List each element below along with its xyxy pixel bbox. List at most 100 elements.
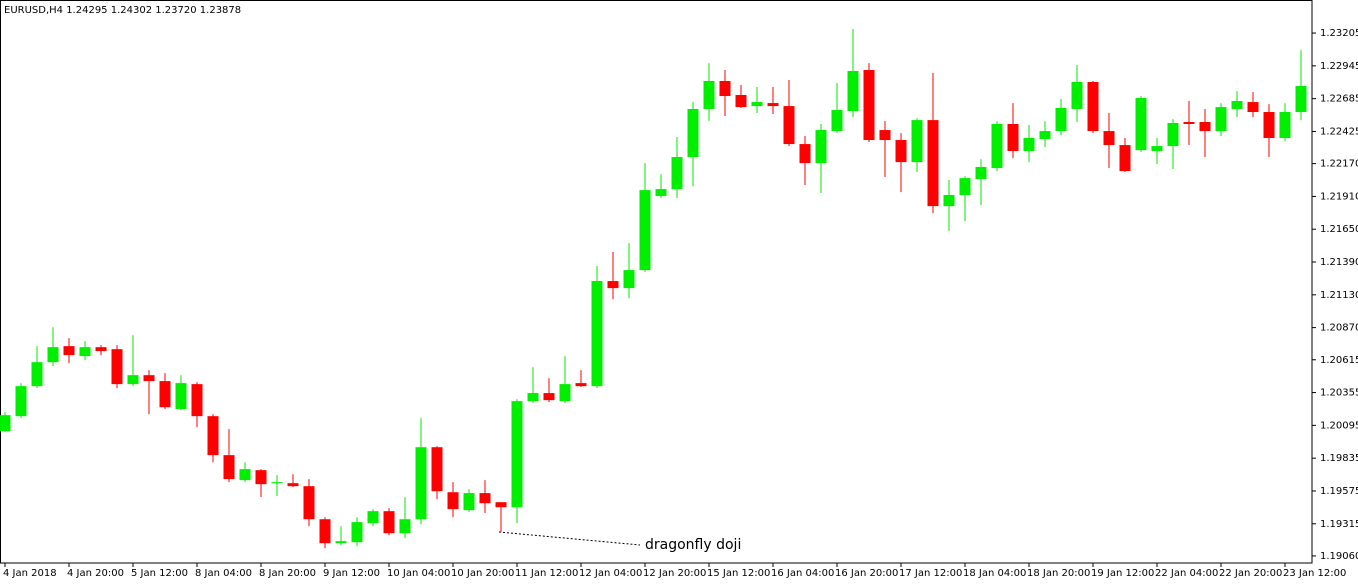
- candle-body: [687, 108, 699, 158]
- candle-body: [655, 189, 667, 197]
- candle-body: [1039, 131, 1051, 140]
- candle-body: [799, 144, 811, 164]
- y-tick-label: 1.19315: [1320, 519, 1358, 530]
- candle-body: [895, 140, 907, 163]
- candle-body: [207, 416, 219, 456]
- y-tick-label: 1.20095: [1320, 420, 1358, 431]
- y-tick-label: 1.21910: [1320, 191, 1358, 202]
- candle-body: [783, 106, 795, 145]
- candle-body: [991, 124, 1003, 169]
- x-tick-label: 15 Jan 12:00: [707, 568, 770, 579]
- candle-body: [79, 347, 91, 357]
- candle-body: [463, 493, 475, 511]
- candle-body: [1199, 121, 1211, 132]
- candle-body: [879, 130, 891, 141]
- candle-body: [735, 94, 747, 108]
- candle-body: [159, 381, 171, 408]
- x-tick-label: 10 Jan 20:00: [451, 568, 514, 579]
- candle-body: [31, 362, 43, 387]
- candle-body: [1135, 98, 1147, 151]
- y-tick-label: 1.20870: [1320, 323, 1358, 334]
- y-tick-label: 1.19060: [1320, 551, 1358, 562]
- x-tick-label: 12 Jan 04:00: [579, 568, 642, 579]
- candle-body: [1071, 81, 1083, 109]
- candle-body: [1119, 145, 1131, 172]
- candle-body: [95, 347, 107, 352]
- candle-body: [543, 393, 555, 401]
- x-tick-label: 12 Jan 20:00: [643, 568, 706, 579]
- candle-body: [223, 455, 235, 480]
- y-tick-label: 1.22685: [1320, 94, 1358, 105]
- candle-body: [927, 120, 939, 207]
- candle-body: [1231, 101, 1243, 109]
- candle-body: [127, 375, 139, 385]
- chart-title: EURUSD,H4 1.24295 1.24302 1.23720 1.2387…: [4, 5, 241, 16]
- x-tick-label: 18 Jan 04:00: [963, 568, 1026, 579]
- candle-body: [351, 522, 363, 543]
- x-tick-label: 8 Jan 04:00: [195, 568, 252, 579]
- candle-body: [719, 80, 731, 96]
- candle-body: [335, 541, 347, 544]
- candle-body: [319, 519, 331, 544]
- candle-body: [1023, 138, 1035, 151]
- x-tick-label: 19 Jan 12:00: [1091, 568, 1154, 579]
- y-tick-label: 1.21390: [1320, 257, 1358, 268]
- candle-body: [495, 502, 507, 508]
- x-tick-label: 22 Jan 20:00: [1219, 568, 1282, 579]
- candle-body: [911, 120, 923, 163]
- candle-body: [591, 281, 603, 387]
- candle-body: [1007, 124, 1019, 151]
- x-tick-label: 16 Jan 04:00: [771, 568, 834, 579]
- candle-body: [399, 519, 411, 534]
- x-tick-label: 5 Jan 12:00: [131, 568, 188, 579]
- candle-body: [239, 469, 251, 481]
- candle-body: [111, 349, 123, 385]
- candle-body: [175, 383, 187, 410]
- candle-body: [671, 157, 683, 190]
- x-tick-label: 4 Jan 20:00: [67, 568, 124, 579]
- candle-body: [1167, 122, 1179, 147]
- candle-body: [63, 346, 75, 356]
- annotation: dragonfly doji: [645, 537, 741, 553]
- y-tick-label: 1.22945: [1320, 61, 1358, 72]
- x-tick-label: 9 Jan 12:00: [323, 568, 380, 579]
- x-tick-label: 18 Jan 20:00: [1027, 568, 1090, 579]
- x-tick-label: 10 Jan 04:00: [387, 568, 450, 579]
- candle-body: [511, 401, 523, 508]
- candle-body: [143, 375, 155, 382]
- y-tick-label: 1.21650: [1320, 224, 1358, 235]
- candle-body: [575, 383, 587, 387]
- candle-body: [415, 447, 427, 520]
- candle-body: [975, 167, 987, 180]
- x-tick-label: 16 Jan 20:00: [835, 568, 898, 579]
- y-tick-label: 1.23205: [1320, 28, 1358, 39]
- candle-body: [703, 80, 715, 109]
- y-tick-label: 1.20615: [1320, 355, 1358, 366]
- candle-body: [1055, 107, 1067, 132]
- y-tick-label: 1.19575: [1320, 486, 1358, 497]
- annotation-line: [498, 531, 641, 546]
- x-tick-label: 4 Jan 2018: [3, 568, 57, 579]
- y-tick-label: 1.20355: [1320, 388, 1358, 399]
- candle-body: [15, 386, 27, 417]
- candle-body: [1103, 131, 1115, 146]
- candle-body: [255, 470, 267, 485]
- x-tick-label: 8 Jan 20:00: [259, 568, 316, 579]
- candle-body: [431, 447, 443, 492]
- candle-body: [191, 384, 203, 417]
- candle-body: [623, 270, 635, 289]
- candle-body: [1183, 121, 1195, 125]
- candle-body: [607, 281, 619, 289]
- candle-body: [1215, 107, 1227, 132]
- candle-body: [831, 110, 843, 132]
- candle-body: [479, 493, 491, 504]
- x-tick-label: 17 Jan 12:00: [899, 568, 962, 579]
- candle-body: [959, 178, 971, 196]
- candle-body: [1087, 81, 1099, 132]
- candle-body: [1295, 86, 1307, 113]
- y-tick-label: 1.22425: [1320, 126, 1358, 137]
- plot-frame: [0, 0, 1313, 564]
- candle-body: [527, 393, 539, 402]
- candle-body: [367, 511, 379, 524]
- candle-body: [863, 70, 875, 141]
